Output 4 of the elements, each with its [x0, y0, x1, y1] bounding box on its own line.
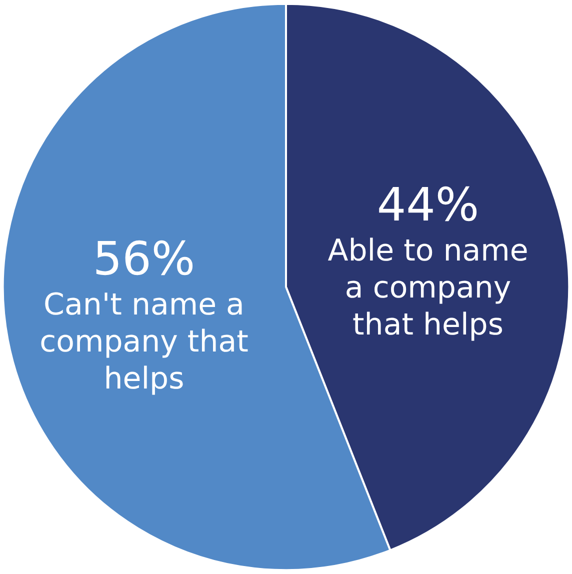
- slice-label: Can't name a company that helps: [40, 288, 249, 397]
- data-label: 44%: [376, 177, 480, 232]
- slice-label: Able to name a company that helps: [328, 233, 528, 342]
- data-label: 56%: [92, 232, 196, 286]
